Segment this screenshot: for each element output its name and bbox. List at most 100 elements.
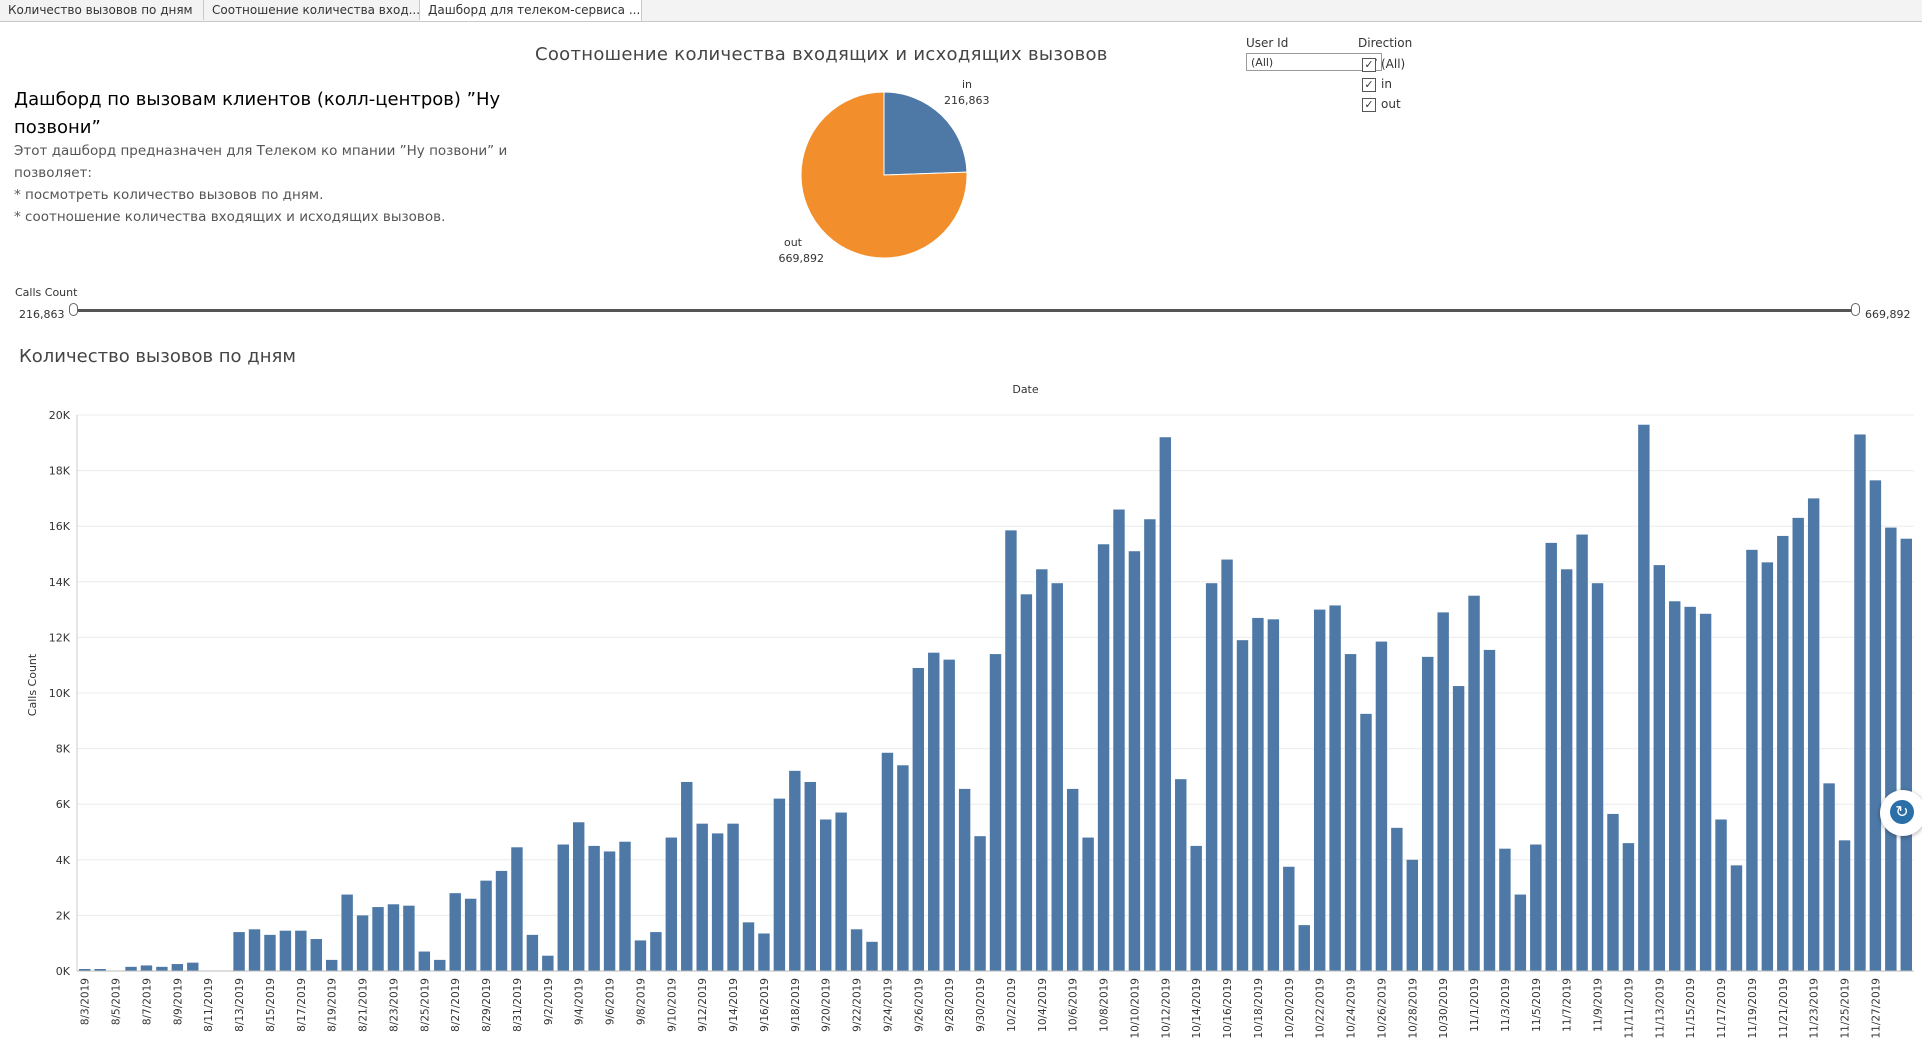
bar[interactable]: [233, 932, 245, 971]
bar[interactable]: [835, 812, 847, 971]
assistant-button[interactable]: ↻: [1880, 790, 1922, 836]
bar[interactable]: [248, 929, 261, 971]
bar[interactable]: [1591, 583, 1604, 971]
bar[interactable]: [1761, 562, 1774, 971]
bar[interactable]: [1715, 819, 1727, 971]
bar[interactable]: [742, 922, 755, 971]
bar[interactable]: [1221, 559, 1233, 971]
bar[interactable]: [1823, 783, 1835, 971]
bar[interactable]: [1036, 569, 1048, 971]
bar[interactable]: [619, 841, 631, 971]
direction-option-all[interactable]: ✓ (All): [1362, 56, 1405, 74]
bar[interactable]: [1807, 498, 1820, 971]
bar[interactable]: [1020, 594, 1033, 971]
bar[interactable]: [1422, 656, 1434, 971]
bar[interactable]: [1514, 894, 1527, 971]
pie-slice-in[interactable]: [883, 91, 968, 176]
bar[interactable]: [1854, 434, 1866, 972]
bar[interactable]: [295, 930, 307, 971]
bar[interactable]: [804, 781, 816, 971]
bar[interactable]: [1437, 612, 1449, 971]
bar[interactable]: [341, 894, 353, 971]
slider-max-handle[interactable]: [1851, 303, 1860, 316]
bar[interactable]: [1190, 845, 1202, 971]
bar[interactable]: [187, 962, 199, 971]
bar[interactable]: [866, 941, 878, 971]
bar[interactable]: [681, 781, 693, 971]
slider-min-handle[interactable]: [69, 303, 78, 316]
bar[interactable]: [403, 905, 415, 971]
bar[interactable]: [665, 837, 678, 971]
bar[interactable]: [989, 654, 1002, 971]
bar[interactable]: [1483, 649, 1496, 971]
bar[interactable]: [1900, 538, 1912, 971]
bar[interactable]: [480, 880, 492, 971]
bar[interactable]: [94, 969, 106, 971]
bar[interactable]: [1699, 613, 1712, 971]
bar[interactable]: [1838, 840, 1851, 971]
bar[interactable]: [958, 788, 971, 971]
pie-chart[interactable]: in 216,863 out 669,892: [0, 0, 1922, 300]
bar[interactable]: [1175, 779, 1187, 971]
bar[interactable]: [897, 765, 909, 971]
direction-option-in[interactable]: ✓ in: [1362, 76, 1392, 94]
bar[interactable]: [1885, 527, 1897, 971]
bar[interactable]: [773, 798, 786, 971]
bar[interactable]: [1468, 595, 1480, 971]
bar[interactable]: [264, 934, 276, 971]
bar[interactable]: [1128, 551, 1141, 971]
bar[interactable]: [789, 770, 801, 971]
bar[interactable]: [1252, 617, 1264, 971]
checkbox-all[interactable]: ✓: [1362, 57, 1376, 72]
user-id-select[interactable]: (All) ▼: [1246, 53, 1382, 71]
bar[interactable]: [603, 851, 616, 971]
bar[interactable]: [650, 932, 662, 971]
bar[interactable]: [387, 904, 400, 971]
tab-calls-ratio[interactable]: Соотношение количества вход...: [204, 0, 420, 20]
bar[interactable]: [511, 847, 523, 971]
bar[interactable]: [1746, 549, 1758, 971]
bar[interactable]: [125, 966, 137, 971]
bar[interactable]: [1205, 583, 1218, 971]
bar[interactable]: [526, 934, 539, 971]
tab-dashboard[interactable]: Дашборд для телеком-сервиса ...: [420, 0, 642, 21]
bar[interactable]: [156, 966, 168, 971]
bar[interactable]: [542, 955, 554, 971]
bar[interactable]: [171, 964, 184, 971]
bar[interactable]: [1113, 509, 1125, 971]
bar[interactable]: [912, 667, 925, 971]
checkbox-out[interactable]: ✓: [1362, 97, 1376, 112]
bar[interactable]: [696, 823, 708, 971]
bar[interactable]: [1360, 713, 1372, 971]
pie-slice-out[interactable]: [800, 91, 968, 259]
bar[interactable]: [449, 893, 461, 971]
bar[interactable]: [1313, 609, 1326, 971]
checkbox-in[interactable]: ✓: [1362, 77, 1376, 92]
bar[interactable]: [727, 823, 739, 971]
bar[interactable]: [1684, 606, 1696, 971]
bar[interactable]: [1545, 542, 1557, 971]
bar[interactable]: [1298, 925, 1310, 971]
bar[interactable]: [1097, 544, 1110, 971]
bar[interactable]: [325, 959, 338, 971]
bar[interactable]: [557, 844, 569, 971]
bar[interactable]: [850, 929, 863, 971]
bar[interactable]: [1344, 654, 1357, 971]
bar[interactable]: [372, 907, 384, 971]
bar[interactable]: [434, 959, 446, 971]
bar[interactable]: [1066, 788, 1079, 971]
bar[interactable]: [1607, 813, 1619, 971]
bar[interactable]: [1051, 583, 1063, 971]
bar[interactable]: [1669, 601, 1681, 971]
bar[interactable]: [634, 940, 647, 971]
bar[interactable]: [1082, 837, 1094, 971]
bar[interactable]: [758, 933, 770, 971]
bar[interactable]: [881, 752, 894, 971]
bar[interactable]: [1452, 686, 1465, 971]
bar[interactable]: [279, 930, 292, 971]
bar[interactable]: [1391, 827, 1403, 971]
bar[interactable]: [1375, 641, 1388, 971]
bar[interactable]: [1576, 534, 1588, 971]
bar[interactable]: [928, 652, 940, 971]
bar[interactable]: [572, 822, 585, 971]
